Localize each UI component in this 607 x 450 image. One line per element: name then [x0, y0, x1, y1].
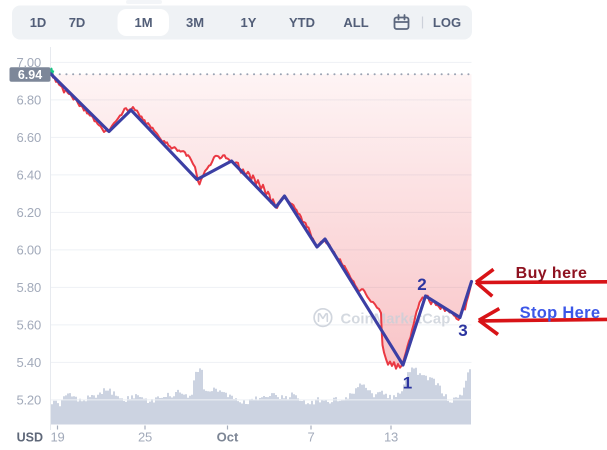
svg-text:13: 13	[384, 430, 398, 445]
svg-text:3: 3	[458, 321, 467, 340]
svg-text:5.80: 5.80	[16, 280, 41, 295]
svg-text:6.94: 6.94	[18, 68, 42, 82]
svg-text:ALL: ALL	[343, 15, 368, 30]
svg-text:5.60: 5.60	[16, 317, 41, 332]
svg-text:1Y: 1Y	[241, 15, 257, 30]
svg-text:6.40: 6.40	[16, 167, 41, 182]
svg-text:25: 25	[138, 430, 152, 445]
svg-text:5.20: 5.20	[16, 392, 41, 407]
svg-text:2: 2	[417, 275, 426, 294]
svg-text:1D: 1D	[30, 15, 47, 30]
svg-text:6.00: 6.00	[16, 242, 41, 257]
svg-text:7.00: 7.00	[16, 55, 41, 70]
svg-text:5.40: 5.40	[16, 355, 41, 370]
svg-text:YTD: YTD	[289, 15, 315, 30]
svg-text:6.80: 6.80	[16, 92, 41, 107]
svg-text:1M: 1M	[134, 15, 152, 30]
svg-text:CoinMarketCap: CoinMarketCap	[341, 312, 451, 328]
svg-text:19: 19	[50, 430, 64, 445]
svg-text:Stop Here: Stop Here	[520, 304, 601, 322]
svg-text:3M: 3M	[186, 15, 204, 30]
svg-text:7: 7	[307, 430, 314, 445]
svg-text:6.60: 6.60	[16, 130, 41, 145]
svg-text:Oct: Oct	[217, 430, 239, 445]
svg-text:USD: USD	[17, 431, 43, 445]
svg-text:LOG: LOG	[433, 15, 461, 30]
svg-text:6.20: 6.20	[16, 205, 41, 220]
svg-text:7D: 7D	[69, 15, 86, 30]
svg-text:1: 1	[403, 374, 412, 393]
svg-text:Buy here: Buy here	[516, 265, 588, 282]
